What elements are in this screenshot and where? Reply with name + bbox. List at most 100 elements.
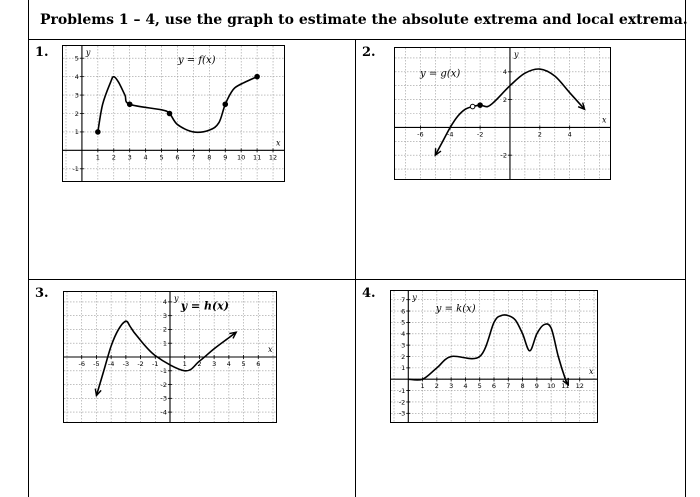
y-tick-label: -2 bbox=[399, 398, 405, 406]
problem-2-number: 2. bbox=[362, 45, 376, 60]
problem-1-number: 1. bbox=[35, 45, 49, 60]
function-label: y = g(x) bbox=[419, 68, 460, 79]
y-tick-label: -3 bbox=[161, 395, 167, 403]
x-tick-label: -4 bbox=[447, 130, 453, 138]
x-tick-label: 4 bbox=[144, 153, 148, 161]
x-tick-label: 8 bbox=[207, 153, 211, 161]
graph-border bbox=[394, 47, 611, 180]
y-tick-label: 4 bbox=[503, 68, 507, 76]
y-tick-label: 1 bbox=[75, 128, 79, 136]
curve-arrow-left bbox=[434, 148, 442, 157]
function-label: y = k(x) bbox=[435, 303, 476, 314]
y-tick-label: 4 bbox=[75, 73, 79, 81]
y-axis-label: y bbox=[85, 48, 91, 57]
x-tick-label: 2 bbox=[538, 130, 542, 138]
x-tick-label: 11 bbox=[253, 153, 261, 161]
x-tick-label: 2 bbox=[435, 382, 439, 390]
x-tick-label: 7 bbox=[506, 382, 510, 390]
x-tick-label: -4 bbox=[108, 360, 114, 368]
x-tick-label: -2 bbox=[137, 360, 143, 368]
x-tick-label: 3 bbox=[449, 382, 453, 390]
closed-point bbox=[222, 101, 229, 108]
x-tick-label: 2 bbox=[197, 360, 201, 368]
x-tick-label: 5 bbox=[159, 153, 163, 161]
y-tick-label: -2 bbox=[161, 381, 167, 389]
x-tick-label: 4 bbox=[463, 382, 467, 390]
x-tick-label: 7 bbox=[191, 153, 195, 161]
curve-arrow-right bbox=[229, 331, 238, 339]
x-tick-label: 4 bbox=[568, 130, 572, 138]
x-tick-label: 1 bbox=[96, 153, 100, 161]
x-tick-label: 6 bbox=[256, 360, 260, 368]
x-tick-label: 9 bbox=[223, 153, 227, 161]
x-tick-label: -5 bbox=[93, 360, 99, 368]
y-axis-label: y bbox=[513, 50, 519, 59]
row-divider bbox=[28, 279, 686, 280]
x-axis-label: x bbox=[268, 345, 273, 354]
y-tick-label: 5 bbox=[401, 319, 405, 327]
x-tick-label: -1 bbox=[152, 360, 158, 368]
frame-left-border bbox=[28, 0, 29, 497]
x-tick-label: 3 bbox=[128, 153, 132, 161]
x-tick-label: 10 bbox=[237, 153, 245, 161]
x-tick-label: 6 bbox=[492, 382, 496, 390]
x-tick-label: 3 bbox=[212, 360, 216, 368]
y-tick-label: 4 bbox=[163, 298, 167, 306]
x-tick-label: 5 bbox=[478, 382, 482, 390]
y-tick-label: 5 bbox=[75, 55, 79, 63]
y-tick-label: 6 bbox=[401, 307, 405, 315]
y-tick-label: -1 bbox=[72, 165, 78, 173]
y-tick-label: 3 bbox=[163, 312, 167, 320]
y-tick-label: 4 bbox=[401, 330, 405, 338]
x-tick-label: 4 bbox=[227, 360, 231, 368]
graph-h: x y -6 -5 -4 -3 -2 -1 1 2 3 4 5 6 4 3 2 1 -1 -2 -3 -4 y = h(x) bbox=[63, 291, 277, 423]
frame-right-border bbox=[685, 0, 686, 497]
y-tick-label: -3 bbox=[399, 410, 405, 418]
y-tick-label: -2 bbox=[500, 151, 506, 159]
y-tick-label: 2 bbox=[163, 326, 167, 334]
x-tick-label: -2 bbox=[477, 130, 483, 138]
y-tick-label: 7 bbox=[401, 296, 405, 304]
y-axis-label: y bbox=[173, 294, 179, 303]
x-tick-label: 12 bbox=[576, 382, 584, 390]
y-tick-label: 1 bbox=[401, 364, 405, 372]
closed-point bbox=[126, 101, 133, 108]
closed-point bbox=[254, 73, 260, 80]
x-tick-label: 10 bbox=[547, 382, 555, 390]
problem-3-number: 3. bbox=[35, 286, 49, 301]
x-tick-label: 6 bbox=[175, 153, 179, 161]
x-tick-label: 9 bbox=[535, 382, 539, 390]
x-tick-label: 11 bbox=[561, 382, 569, 390]
y-tick-label: 3 bbox=[75, 91, 79, 99]
closed-point bbox=[166, 110, 173, 117]
open-point bbox=[469, 103, 476, 110]
x-tick-label: 5 bbox=[242, 360, 246, 368]
x-axis-label: x bbox=[276, 138, 281, 147]
closed-point bbox=[477, 102, 483, 108]
function-label: y = f(x) bbox=[177, 55, 216, 66]
y-tick-label: 2 bbox=[401, 353, 405, 361]
y-tick-label: 2 bbox=[503, 96, 507, 104]
x-tick-label: -3 bbox=[123, 360, 129, 368]
function-curve bbox=[408, 314, 570, 386]
column-divider bbox=[355, 39, 356, 497]
y-tick-label: -4 bbox=[161, 408, 167, 416]
x-axis-label: x bbox=[589, 367, 594, 376]
y-tick-label: -1 bbox=[161, 367, 167, 375]
x-tick-label: 1 bbox=[421, 382, 425, 390]
problem-4-number: 4. bbox=[362, 286, 376, 301]
x-tick-label: 12 bbox=[269, 153, 277, 161]
y-axis-label: y bbox=[411, 293, 417, 302]
y-tick-label: 1 bbox=[163, 340, 167, 348]
function-label: y = h(x) bbox=[180, 299, 229, 312]
y-tick-label: -1 bbox=[399, 387, 405, 395]
curve-arrow-right bbox=[562, 377, 570, 387]
x-axis-label: x bbox=[602, 115, 607, 124]
x-tick-label: 2 bbox=[112, 153, 116, 161]
graph-g: x y -6 -4 -2 2 4 4 2 -2 y = g(x) bbox=[394, 47, 611, 180]
function-curve bbox=[95, 320, 237, 396]
worksheet-title: Problems 1 – 4, use the graph to estimat… bbox=[40, 12, 688, 28]
x-tick-label: 1 bbox=[183, 360, 187, 368]
